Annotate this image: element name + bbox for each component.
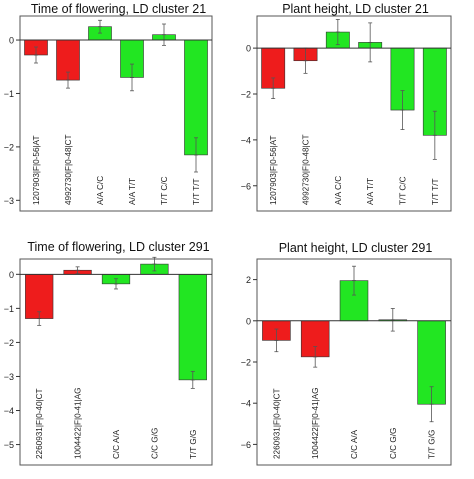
y-tick-label: −1 [4,304,14,314]
chart-panel-flowering-291: Time of flowering, LD cluster 291 0 −1 −2 −… [0,237,237,474]
bar-chart-height-291: 2 0 −2 −4 −6 2260931|F|0-40|CT 1004422|F|0-41|… [241,258,452,466]
plot-frame [19,15,213,212]
y-tick-label: −4 [241,399,251,409]
y-tick-label: −3 [4,196,14,206]
y-tick-label: −6 [241,440,251,450]
category-label: A/A T/T [128,178,137,205]
chart-title: Plant height, LD cluster 21 [282,2,429,16]
category-label: T/T G/G [189,430,198,459]
bar [178,274,207,381]
category-label: T/T C/C [399,176,408,205]
y-tick-label: −2 [4,338,14,348]
category-label: A/A C/C [96,176,105,205]
category-label: C/C G/G [389,428,398,459]
category-label: 4992730|F|0-48|CT [302,134,311,205]
category-label: 2260931|F|0-40|CT [272,388,281,459]
y-tick-label: −5 [4,440,14,450]
plot-frame [19,258,213,466]
category-label: 1207903|F|0-56|AT [269,136,278,206]
category-label: T/T G/G [428,430,437,459]
chart-title: Time of flowering, LD cluster 291 [27,240,210,254]
y-tick-label: −2 [4,142,14,152]
bar-chart-flowering-291: 0 −1 −2 −3 −4 −5 2260931|F|0-40|CT 1004422|F|0-… [4,256,213,466]
y-tick-label: −1 [4,89,14,99]
category-label: T/T C/C [160,176,169,205]
category-label: T/T T/T [431,178,440,205]
chart-title: Time of flowering, LD cluster 21 [30,2,207,16]
category-label: 1004422|F|0-41|AG [74,388,83,459]
category-label: 2260931|F|0-40|CT [35,388,44,459]
plot-frame [256,15,452,212]
y-tick-label: −2 [241,90,251,100]
chart-title: Plant height, LD cluster 291 [278,241,433,255]
category-label: A/A C/C [334,176,343,205]
category-label: C/C A/A [112,429,121,459]
category-label: C/C A/A [350,429,359,459]
y-tick-label: −2 [241,358,251,368]
category-label: C/C G/G [150,428,159,459]
bar-chart-flowering-21: 0 −1 −2 −3 1207903|F|0-56|AT 4992730|F|0-48|C… [4,15,213,212]
chart-panel-height-21: Plant height, LD cluster 21 0 −2 −4 −6 12079… [237,0,474,237]
y-tick-label: −3 [4,372,14,382]
y-tick-label: −6 [241,181,251,191]
y-tick-label: 0 [9,36,14,46]
category-label: 1207903|F|0-56|AT [32,136,41,206]
category-label: 1004422|F|0-41|AG [311,388,320,459]
chart-panel-flowering-21: Time of flowering, LD cluster 21 0 −1 −2 −3… [0,0,237,237]
y-tick-label: −4 [241,135,251,145]
y-tick-label: 0 [246,44,251,54]
chart-panel-height-291: Plant height, LD cluster 291 2 0 −2 −4 −6 226… [237,237,474,474]
y-tick-label: −4 [4,406,14,416]
category-label: T/T T/T [192,178,201,205]
category-label: 4992730|F|0-48|CT [64,134,73,205]
bar-chart-height-21: 0 −2 −4 −6 1207903|F|0-56|AT 4992730|F|0-48|C… [241,15,452,212]
category-label: A/A T/T [366,178,375,205]
y-tick-label: 0 [246,316,251,326]
y-tick-label: 2 [246,275,251,285]
y-tick-label: 0 [9,270,14,280]
